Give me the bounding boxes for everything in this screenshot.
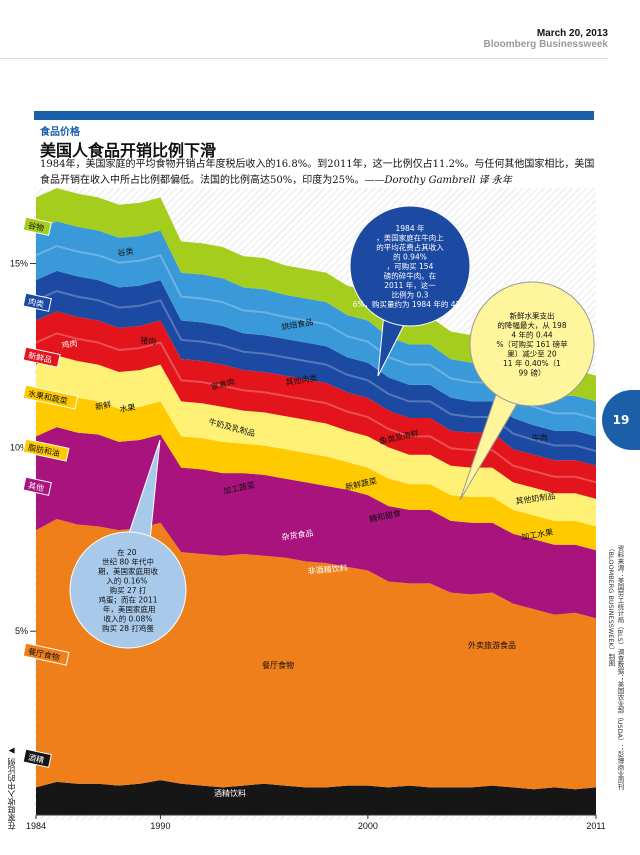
side-label-box-3 — [22, 384, 79, 410]
side-label-text-2: 新鲜品 — [27, 350, 53, 365]
side-label-text-5: 其他 — [27, 480, 45, 493]
band-label-13: 杂货食品 — [281, 528, 314, 542]
side-label-2: 新鲜品 — [22, 346, 61, 368]
side-label-0: 谷物 — [22, 216, 52, 236]
side-label-box-6 — [22, 642, 70, 666]
callout-eggs-circle — [69, 531, 187, 649]
side-label-box-1 — [22, 292, 52, 312]
band-label-9: 其他肉类 — [285, 373, 318, 387]
side-label-text-1: 肉类 — [27, 296, 45, 309]
section-label: 食品价格 — [40, 127, 80, 138]
side-label-5: 其他 — [22, 476, 52, 496]
section-bar — [34, 111, 594, 120]
lede-text: 1984年，美国家庭的平均食物开销占年度税后收入的16.8%。到2011年，这一… — [40, 157, 595, 189]
issue-date: March 20, 2013 — [536, 28, 608, 39]
side-label-text-0: 谷物 — [27, 220, 45, 233]
series-area-7 — [36, 221, 596, 437]
side-label-box-2 — [22, 346, 61, 368]
series-area-2 — [36, 427, 596, 619]
series-area-6 — [36, 270, 596, 466]
side-label-box-4 — [22, 438, 70, 462]
magazine-name: Bloomberg Businessweek — [483, 39, 608, 50]
side-label-text-7: 酒精 — [27, 752, 45, 765]
series-area-8 — [36, 188, 596, 402]
band-label-2: 鸡肉 — [61, 338, 78, 350]
callout-eggs-text: 在 20 世纪 80 年代中期，美国家庭用收入的 0.16% 购买 27 打鸡蛋… — [98, 547, 158, 633]
series-area-3 — [36, 392, 596, 551]
band-label-4: 水果 — [119, 402, 136, 414]
x-tick-label-2: 2000 — [358, 821, 378, 831]
series-area-5 — [36, 311, 596, 499]
byline: ——Dorothy Gambrell 译 永年 — [364, 175, 512, 186]
x-tick-label-3: 2011 — [586, 821, 605, 831]
x-tick-label-1: 1990 — [150, 821, 170, 831]
masthead: March 20, 2013 Bloomberg Businessweek — [484, 28, 608, 50]
y-tick-label-0: 5% — [15, 626, 28, 636]
side-label-box-7 — [22, 748, 52, 768]
series-area-0 — [36, 780, 596, 815]
lede-body: 1984年，美国家庭的平均食物开销占年度税后收入的16.8%。到2011年，这一… — [40, 159, 595, 186]
callout-beef-text: 1984 年，美国家庭在牛肉上的平均花费占其收入的 0.94%，可购买 154 … — [353, 223, 468, 309]
side-label-box-0 — [22, 216, 52, 236]
band-label-20: 酒精饮料 — [214, 788, 246, 798]
band-label-1: 猪肉 — [140, 335, 157, 346]
x-tick-label-0: 1984 — [26, 821, 46, 831]
band-label-15: 牛肉 — [532, 432, 549, 443]
side-label-4: 脂肪和油 — [22, 438, 70, 462]
band-label-14: 非酒精饮料 — [307, 563, 348, 576]
band-label-18: 餐厅食物 — [262, 660, 294, 670]
side-label-1: 肉类 — [22, 292, 52, 312]
band-label-0: 谷类 — [117, 246, 134, 258]
callout-beef-circle — [349, 205, 471, 327]
side-label-box-5 — [22, 476, 52, 496]
header-rule — [0, 58, 608, 59]
y-axis-label: 在家庭收入中的比例 ▶ — [7, 746, 16, 830]
y-tick-label-1: 10% — [10, 442, 28, 452]
band-label-19: 外卖旅游食品 — [468, 640, 516, 650]
side-label-7: 酒精 — [22, 748, 52, 768]
series-area-4 — [36, 355, 596, 527]
band-label-3: 新鲜 — [94, 399, 112, 412]
page-title: 美国人食品开销比例下滑 — [40, 141, 217, 160]
source-note: 资料来源：美国劳工统计局（BLS）调查数据；美国农业部（USDA）；彭博商业周刊… — [607, 545, 624, 790]
strata-line-5 — [35, 332, 597, 484]
callout-fruit-circle — [469, 281, 595, 407]
callout-fruit-text: 新鲜水果支出的降幅最大，从 198 4 年的 0.44 %（可购买 161 磅苹果）… — [496, 311, 568, 378]
side-label-6: 餐厅食物 — [22, 642, 70, 666]
y-tick-label-2: 15% — [10, 259, 28, 269]
